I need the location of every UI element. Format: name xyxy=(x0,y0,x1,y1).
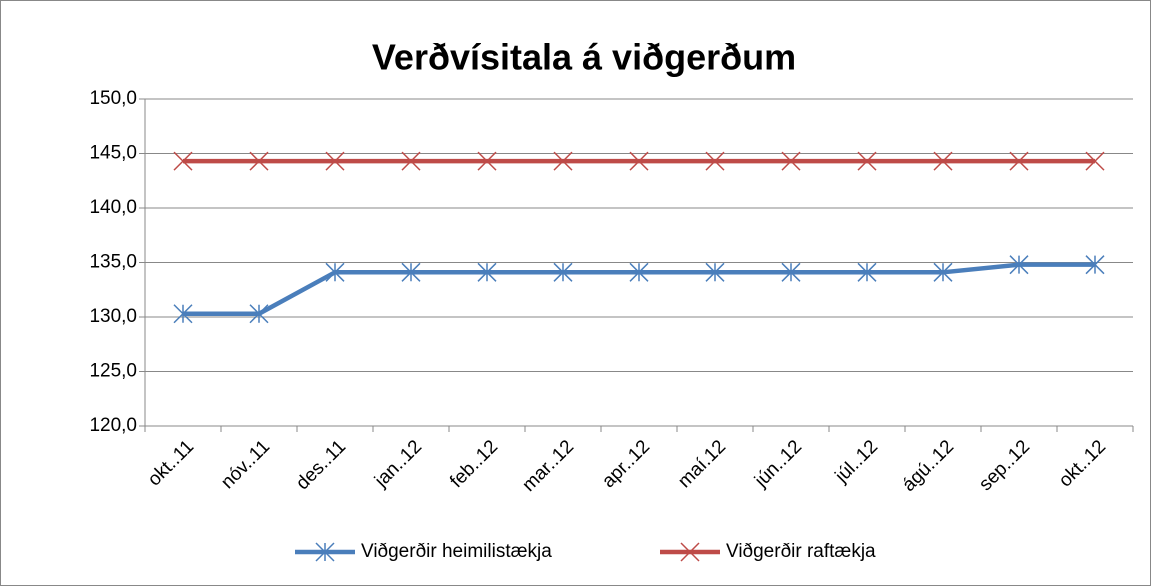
marker xyxy=(629,151,649,171)
marker xyxy=(705,262,725,282)
marker xyxy=(933,262,953,282)
marker xyxy=(401,262,421,282)
chart-title: Verðvísitala á viðgerðum xyxy=(372,37,796,78)
marker xyxy=(1009,151,1029,171)
y-tick-label: 135,0 xyxy=(89,252,137,273)
marker xyxy=(781,262,801,282)
marker xyxy=(933,151,953,171)
marker xyxy=(325,151,345,171)
marker xyxy=(249,151,269,171)
legend-marker xyxy=(315,542,335,562)
marker xyxy=(249,304,269,324)
marker xyxy=(553,151,573,171)
legend-label: Viðgerðir raftækja xyxy=(726,541,876,562)
marker xyxy=(401,151,421,171)
marker xyxy=(857,262,877,282)
y-tick-label: 130,0 xyxy=(89,306,137,327)
marker xyxy=(173,151,193,171)
legend-marker xyxy=(680,542,700,562)
legend-label: Viðgerðir heimilistækja xyxy=(361,541,552,562)
y-tick-label: 125,0 xyxy=(89,361,137,382)
marker xyxy=(781,151,801,171)
marker xyxy=(705,151,725,171)
y-tick-label: 145,0 xyxy=(89,143,137,164)
marker xyxy=(1085,151,1105,171)
marker xyxy=(1085,255,1105,275)
y-tick-label: 120,0 xyxy=(89,415,137,436)
marker xyxy=(477,151,497,171)
marker xyxy=(173,304,193,324)
marker xyxy=(477,262,497,282)
marker xyxy=(629,262,649,282)
marker xyxy=(325,262,345,282)
marker xyxy=(1009,255,1029,275)
marker xyxy=(857,151,877,171)
marker xyxy=(553,262,573,282)
y-tick-label: 150,0 xyxy=(89,88,137,109)
y-tick-label: 140,0 xyxy=(89,197,137,218)
